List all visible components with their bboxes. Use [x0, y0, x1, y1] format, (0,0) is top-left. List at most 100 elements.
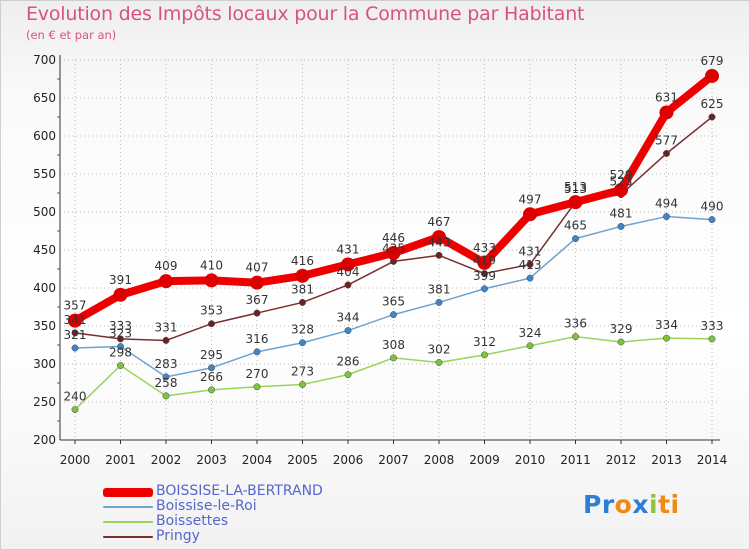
legend-swatch	[103, 536, 153, 538]
data-label-boissise-la-bertrand: 631	[655, 90, 678, 104]
data-label-boissettes: 308	[382, 338, 405, 352]
data-label-boissise-le-roi: 365	[382, 295, 405, 309]
x-tick-label: 2002	[151, 453, 182, 467]
point-boissettes	[117, 362, 124, 369]
y-tick-label: 450	[33, 243, 56, 257]
point-pringy	[435, 251, 443, 259]
data-label-pringy: 431	[519, 244, 542, 258]
data-label-boissise-la-bertrand: 431	[337, 242, 360, 256]
point-boissise-la-bertrand	[159, 274, 173, 289]
point-boissise-le-roi	[162, 373, 170, 381]
point-pringy	[344, 281, 352, 289]
legend-swatch	[103, 506, 153, 508]
x-tick-label: 2006	[333, 453, 364, 467]
data-label-boissise-le-roi: 381	[428, 282, 451, 296]
logo-letter: Pr	[583, 490, 615, 519]
point-boissettes	[162, 392, 170, 400]
point-pringy	[71, 329, 79, 337]
data-label-boissettes: 270	[246, 367, 269, 381]
point-boissise-la-bertrand	[68, 313, 82, 328]
data-label-boissise-le-roi: 490	[701, 200, 724, 214]
data-label-pringy: 381	[291, 282, 314, 296]
legend-item-boissettes: Boissettes	[103, 514, 363, 529]
data-label-boissise-le-roi: 481	[610, 206, 633, 220]
y-tick-label: 350	[33, 319, 56, 333]
y-tick-label: 550	[33, 167, 56, 181]
data-label-boissise-la-bertrand: 416	[291, 254, 314, 268]
point-boissise-la-bertrand	[204, 273, 219, 288]
data-label-pringy: 435	[382, 241, 405, 255]
x-tick-label: 2011	[560, 453, 591, 467]
point-pringy	[117, 335, 124, 343]
data-label-boissise-la-bertrand: 679	[701, 54, 724, 68]
data-label-boissise-le-roi: 344	[337, 311, 360, 325]
point-boissise-la-bertrand	[477, 255, 492, 270]
data-label-boissettes: 334	[655, 318, 678, 332]
data-label-boissettes: 312	[473, 335, 496, 349]
point-boissettes	[253, 383, 261, 391]
point-boissise-le-roi	[253, 348, 261, 356]
x-tick-label: 2005	[287, 453, 318, 467]
chart-title: Evolution des Impôts locaux pour la Comm…	[26, 3, 585, 25]
y-tick-label: 600	[33, 129, 56, 143]
point-boissise-la-bertrand	[705, 68, 719, 83]
chart-subtitle: (en € et par an)	[26, 28, 117, 42]
y-tick-label: 400	[33, 281, 56, 295]
data-label-boissise-la-bertrand: 357	[64, 299, 87, 313]
point-boissise-la-bertrand	[614, 182, 628, 197]
x-tick-label: 2001	[105, 453, 136, 467]
legend-label: Pringy	[156, 528, 200, 544]
data-label-boissise-la-bertrand: 513	[564, 180, 587, 194]
data-label-boissise-la-bertrand: 407	[246, 261, 269, 275]
data-label-boissise-le-roi: 323	[109, 327, 132, 341]
point-boissise-la-bertrand	[341, 257, 355, 272]
point-boissise-la-bertrand	[432, 230, 446, 245]
data-label-boissettes: 302	[428, 342, 451, 356]
x-tick-label: 2007	[378, 453, 409, 467]
legend-swatch	[103, 521, 153, 523]
data-label-boissise-le-roi: 494	[655, 197, 678, 211]
point-boissise-le-roi	[344, 327, 352, 335]
legend-label: Boissise-le-Roi	[156, 498, 257, 514]
point-pringy	[299, 298, 306, 306]
point-boissise-le-roi	[71, 344, 79, 352]
data-label-pringy: 353	[200, 304, 223, 318]
point-boissise-le-roi	[663, 213, 670, 221]
point-boissise-le-roi	[208, 364, 215, 372]
point-pringy	[162, 336, 170, 344]
point-boissise-le-roi	[299, 339, 306, 347]
point-boissise-le-roi	[390, 311, 397, 319]
x-tick-label: 2010	[515, 453, 546, 467]
point-boissise-la-bertrand	[523, 207, 537, 222]
data-label-boissise-le-roi: 328	[291, 323, 314, 337]
legend-label: Boissettes	[156, 513, 229, 529]
point-boissettes	[572, 333, 579, 341]
point-boissise-le-roi	[481, 285, 488, 293]
point-boissise-le-roi	[435, 298, 443, 306]
data-labels: 321 323 283 295 316 328 344 365 381 399 413 465 481 4…	[64, 54, 724, 404]
legend: BOISSISE-LA-BERTRAND Boissise-le-Roi Boiss…	[103, 484, 363, 544]
data-label-boissise-la-bertrand: 497	[519, 192, 542, 206]
logo-letter: ti	[658, 490, 680, 519]
point-pringy	[708, 113, 716, 121]
point-boissettes	[663, 334, 670, 342]
data-label-pringy: 625	[701, 97, 724, 111]
data-label-boissise-le-roi: 413	[519, 258, 542, 272]
logo-letter: i	[648, 490, 659, 519]
point-boissettes	[617, 338, 625, 346]
point-boissise-le-roi	[572, 235, 579, 243]
point-pringy	[526, 260, 534, 268]
y-tick-label: 500	[33, 205, 56, 219]
data-label-boissise-la-bertrand: 433	[473, 241, 496, 255]
legend-item-boissise-la-bertrand: BOISSISE-LA-BERTRAND	[103, 484, 363, 499]
point-boissise-la-bertrand	[659, 105, 674, 120]
x-tick-label: 2004	[242, 453, 273, 467]
data-label-boissise-la-bertrand: 409	[155, 259, 178, 273]
data-label-boissettes: 273	[291, 365, 314, 379]
data-label-boissettes: 286	[337, 355, 360, 369]
data-label-boissettes: 333	[701, 319, 724, 333]
point-boissise-le-roi	[526, 274, 534, 282]
axes: 200 250 300 350 400 450 500 550 600 650 700 2000 200…	[33, 53, 727, 467]
data-label-pringy: 513	[564, 182, 587, 196]
point-boissise-la-bertrand	[250, 275, 264, 290]
